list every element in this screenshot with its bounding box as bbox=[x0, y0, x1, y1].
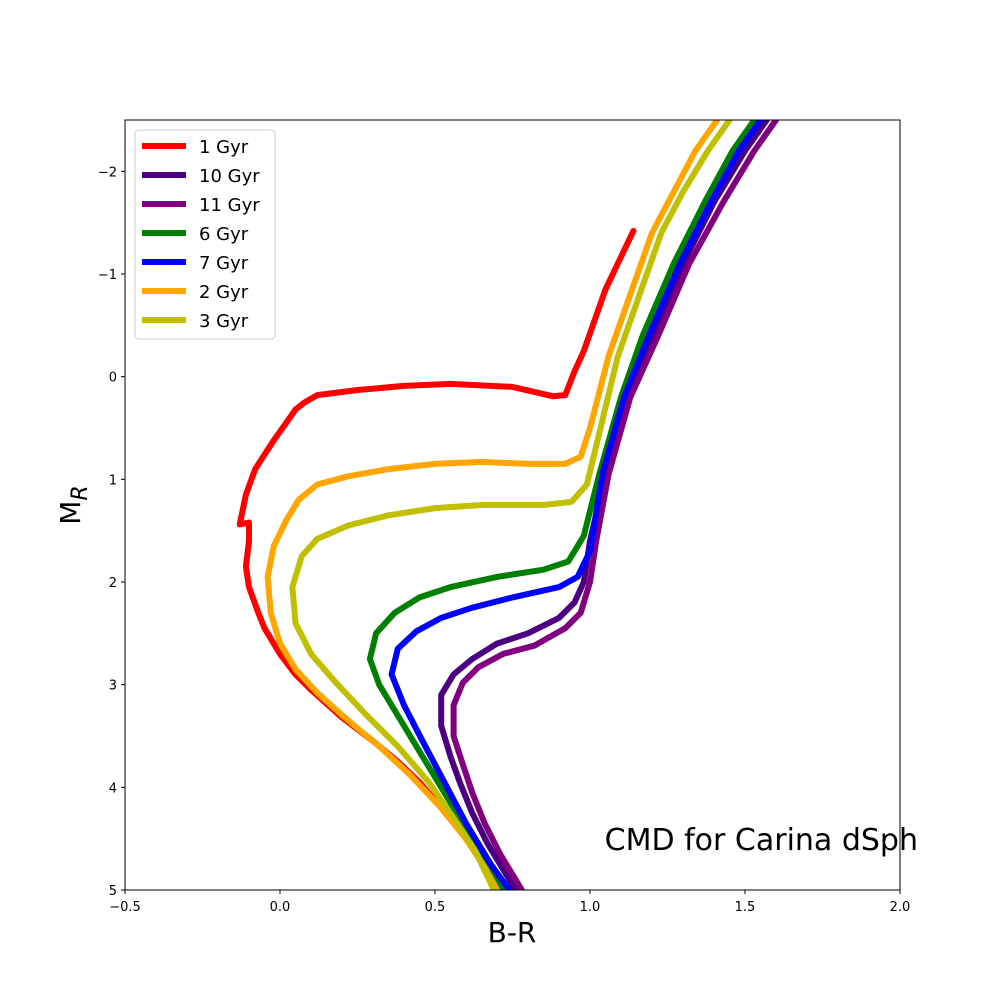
chart-annotation: CMD for Carina dSph bbox=[605, 823, 918, 858]
x-axis-ticks: −0.5 0.0 0.5 1.0 1.5 2.0 bbox=[109, 890, 910, 915]
y-tick-label: 0 bbox=[109, 371, 117, 386]
series-layer bbox=[236, 120, 779, 890]
x-tick-label: 0.0 bbox=[270, 900, 291, 915]
y-tick-label: 4 bbox=[109, 781, 117, 796]
x-tick-label: 2.0 bbox=[890, 900, 911, 915]
plot-frame bbox=[124, 119, 901, 891]
series-line-2-gyr bbox=[264, 120, 721, 890]
legend-box bbox=[134, 129, 276, 340]
legend-label-10-gyr: 10 Gyr bbox=[199, 166, 260, 187]
y-tick-label: 5 bbox=[109, 884, 117, 899]
x-tick-label: 1.5 bbox=[735, 900, 756, 915]
legend-label-11-gyr: 11 Gyr bbox=[199, 195, 260, 216]
y-tick-label: 3 bbox=[109, 679, 117, 694]
y-tick-label: −1 bbox=[98, 268, 117, 283]
y-axis-title-main: M bbox=[54, 501, 87, 525]
y-axis-ticks: −2 −1 0 1 2 3 4 5 bbox=[98, 165, 125, 899]
y-axis-title-subscript: R bbox=[68, 485, 93, 500]
y-tick-label: −2 bbox=[98, 165, 117, 180]
x-tick-label: −0.5 bbox=[109, 900, 141, 915]
x-tick-label: 0.5 bbox=[425, 900, 446, 915]
legend-label-3-gyr: 3 Gyr bbox=[199, 311, 249, 332]
legend-label-2-gyr: 2 Gyr bbox=[199, 282, 249, 303]
legend-label-7-gyr: 7 Gyr bbox=[199, 253, 249, 274]
series-line-6-gyr bbox=[366, 120, 758, 890]
y-tick-label: 1 bbox=[109, 473, 117, 488]
series-line-7-gyr bbox=[388, 120, 764, 890]
series-line-3-gyr bbox=[289, 120, 733, 890]
legend-label-1-gyr: 1 Gyr bbox=[199, 137, 249, 158]
legend-label-6-gyr: 6 Gyr bbox=[199, 224, 249, 245]
x-axis-title: B-R bbox=[488, 916, 537, 949]
legend: 1 Gyr 10 Gyr 11 Gyr 6 Gyr 7 Gyr 2 Gyr 3 Gyr bbox=[134, 129, 276, 340]
series-line-11-gyr bbox=[450, 120, 779, 890]
y-axis-title: MR bbox=[54, 485, 93, 524]
y-tick-label: 2 bbox=[109, 576, 117, 591]
x-tick-label: 1.0 bbox=[580, 900, 601, 915]
